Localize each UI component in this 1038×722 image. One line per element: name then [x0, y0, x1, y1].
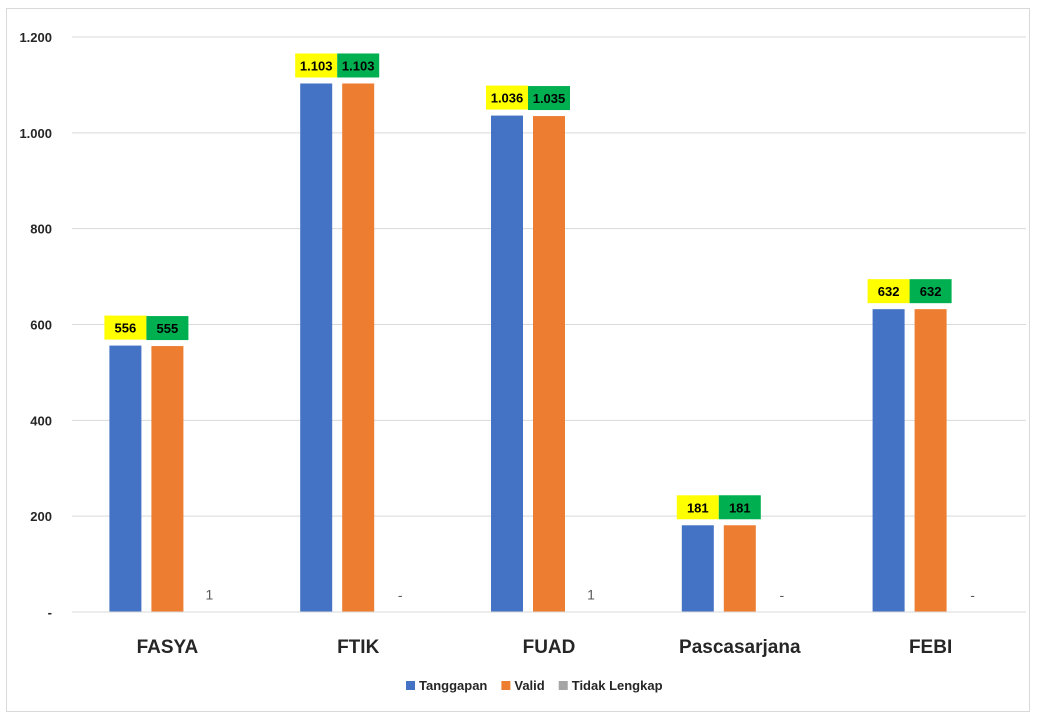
data-label-box: [718, 495, 761, 520]
bar-valid: [151, 346, 184, 612]
data-labels: 556 555 1 1.103 1.103 - 1.036 1.035 1 181 181 - 632 6…: [104, 53, 975, 603]
data-label: 1.035: [533, 91, 566, 106]
data-label: 556: [115, 321, 137, 336]
data-label-box: [528, 86, 570, 111]
data-label: 1.036: [491, 91, 524, 106]
data-label-box: [676, 495, 719, 520]
data-label-box: [486, 85, 528, 110]
legend-swatch: [558, 681, 568, 690]
data-label: 181: [687, 500, 709, 515]
bar-valid: [723, 525, 756, 612]
data-label-box: [295, 53, 338, 78]
bar-valid: [342, 83, 375, 612]
data-label: 555: [157, 321, 179, 336]
data-label: 632: [920, 284, 942, 299]
bar-tanggapan: [109, 345, 142, 612]
data-label: 1.103: [342, 58, 375, 73]
x-axis: FASYA FTIK FUAD Pascasarjana FEBI: [72, 611, 1026, 658]
x-tick-label: FEBI: [909, 637, 952, 658]
y-axis: - 200 400 600 800 1.000 1.200: [19, 30, 52, 620]
bar-tanggapan: [491, 115, 523, 612]
y-tick-label: 600: [30, 318, 52, 333]
data-label: -: [970, 587, 975, 603]
legend-entry: Valid: [514, 678, 544, 693]
data-label: 1.103: [300, 58, 333, 73]
data-label: 632: [878, 284, 900, 299]
data-label: -: [779, 587, 784, 603]
data-label: -: [398, 587, 403, 603]
data-label-box: [146, 316, 189, 341]
data-label-box: [104, 315, 147, 340]
y-tick-label: -: [48, 605, 52, 620]
data-label-box: [909, 279, 952, 304]
data-label: 1: [587, 587, 595, 603]
data-label-box: [337, 53, 380, 78]
x-tick-label: FUAD: [523, 637, 576, 658]
y-tick-label: 1.200: [19, 30, 52, 45]
data-label-box: [867, 279, 910, 304]
y-tick-label: 800: [30, 222, 52, 237]
y-tick-label: 1.000: [19, 126, 52, 141]
legend-entry: Tidak Lengkap: [572, 678, 663, 693]
bar-tanggapan: [300, 83, 333, 612]
y-tick-label: 400: [30, 413, 52, 428]
bar-valid: [914, 309, 947, 612]
legend-entry: Tanggapan: [419, 678, 487, 693]
data-label: 181: [729, 500, 751, 515]
bar-valid: [533, 116, 565, 612]
bars: [109, 83, 947, 612]
y-tick-label: 200: [30, 509, 52, 524]
legend: Tanggapan Valid Tidak Lengkap: [406, 678, 663, 693]
legend-swatch: [406, 681, 415, 690]
data-label: 1: [206, 587, 214, 603]
x-tick-label: FASYA: [137, 637, 199, 658]
legend-swatch: [501, 681, 511, 690]
x-tick-label: FTIK: [337, 637, 379, 658]
bar-tanggapan: [872, 309, 905, 612]
bar-tanggapan: [681, 525, 714, 612]
x-tick-label: Pascasarjana: [679, 637, 801, 658]
